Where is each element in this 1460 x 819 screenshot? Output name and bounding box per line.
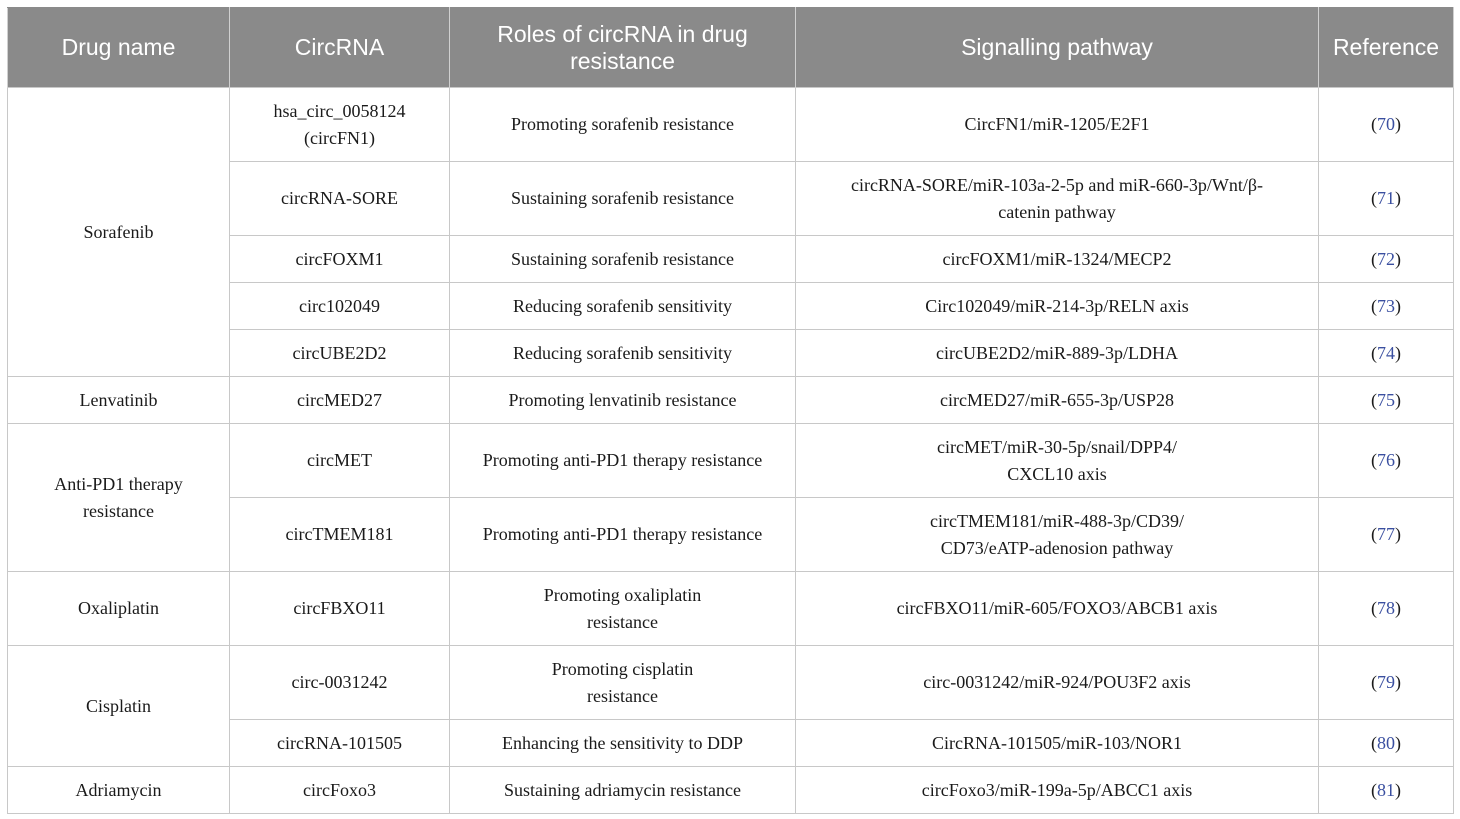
reference-link[interactable]: 77	[1377, 524, 1395, 544]
reference-link[interactable]: 75	[1377, 389, 1395, 410]
circrna-cell: circMET	[229, 423, 450, 498]
reference-link[interactable]: 81	[1377, 779, 1395, 800]
pathway-cell: circRNA-SORE/miR-103a-2-5p and miR-660-3…	[795, 161, 1319, 236]
role-cell: Promoting anti-PD1 therapy resistance	[449, 423, 796, 498]
role-cell: Sustaining sorafenib resistance	[449, 161, 796, 236]
pathway-cell: circMET/miR-30-5p/snail/DPP4/ CXCL10 axi…	[795, 423, 1319, 498]
reference-link[interactable]: 80	[1377, 732, 1395, 753]
drug-name-cell: Sorafenib	[7, 87, 230, 377]
reference-link[interactable]: 74	[1377, 342, 1395, 363]
reference-cell: (70)	[1318, 87, 1454, 162]
header-roles: Roles of circRNA in drug resistance	[449, 7, 796, 88]
drug-name-cell: Lenvatinib	[7, 376, 230, 424]
role-cell: Promoting cisplatin resistance	[449, 645, 796, 720]
circrna-cell: circTMEM181	[229, 497, 450, 572]
table-row: circUBE2D2 Reducing sorafenib sensitivit…	[8, 329, 1454, 377]
reference-link[interactable]: 71	[1377, 188, 1395, 208]
circrna-cell: circFOXM1	[229, 235, 450, 283]
pathway-cell: circUBE2D2/miR-889-3p/LDHA	[795, 329, 1319, 377]
reference-cell: (77)	[1318, 497, 1454, 572]
circrna-cell: circMED27	[229, 376, 450, 424]
reference-cell: (79)	[1318, 645, 1454, 720]
role-cell: Sustaining sorafenib resistance	[449, 235, 796, 283]
header-drug-name: Drug name	[7, 7, 230, 88]
circrna-cell: circ-0031242	[229, 645, 450, 720]
reference-cell: (76)	[1318, 423, 1454, 498]
header-signalling-pathway: Signalling pathway	[795, 7, 1319, 88]
circrna-cell: circRNA-101505	[229, 719, 450, 767]
table-row: circTMEM181 Promoting anti-PD1 therapy r…	[8, 497, 1454, 572]
reference-link[interactable]: 78	[1377, 598, 1395, 618]
pathway-cell: circFBXO11/miR-605/FOXO3/ABCB1 axis	[795, 571, 1319, 646]
reference-link[interactable]: 72	[1377, 248, 1395, 269]
drug-name-cell: Adriamycin	[7, 766, 230, 814]
circrna-cell: hsa_circ_0058124 (circFN1)	[229, 87, 450, 162]
table-row: Lenvatinib circMED27 Promoting lenvatini…	[7, 376, 1454, 424]
role-cell: Enhancing the sensitivity to DDP	[449, 719, 796, 767]
circrna-cell: circFoxo3	[229, 766, 450, 814]
pathway-cell: Circ102049/miR-214-3p/RELN axis	[795, 282, 1319, 330]
table-row: Cisplatin circ-0031242 Promoting cisplat…	[7, 645, 1454, 767]
reference-link[interactable]: 73	[1377, 295, 1395, 316]
header-circrna: CircRNA	[229, 7, 450, 88]
role-cell: Reducing sorafenib sensitivity	[449, 329, 796, 377]
pathway-cell: CircRNA-101505/miR-103/NOR1	[795, 719, 1319, 767]
reference-cell: (75)	[1318, 376, 1454, 424]
table-row: circ102049 Reducing sorafenib sensitivit…	[8, 282, 1454, 330]
table-row: Oxaliplatin circFBXO11 Promoting oxalipl…	[7, 571, 1454, 646]
reference-cell: (71)	[1318, 161, 1454, 236]
table-row: Anti-PD1 therapy resistance circMET Prom…	[7, 423, 1454, 572]
role-cell: Reducing sorafenib sensitivity	[449, 282, 796, 330]
reference-cell: (80)	[1318, 719, 1454, 767]
header-reference: Reference	[1318, 7, 1454, 88]
pathway-cell: circMED27/miR-655-3p/USP28	[795, 376, 1319, 424]
table-row: Adriamycin circFoxo3 Sustaining adriamyc…	[7, 766, 1454, 814]
pathway-cell: circFOXM1/miR-1324/MECP2	[795, 235, 1319, 283]
table-row: Sorafenib hsa_circ_0058124 (circFN1) Pro…	[7, 87, 1454, 377]
role-cell: Promoting anti-PD1 therapy resistance	[449, 497, 796, 572]
drug-resistance-table: Drug name CircRNA Roles of circRNA in dr…	[7, 7, 1454, 814]
circrna-cell: circRNA-SORE	[229, 161, 450, 236]
role-cell: Promoting sorafenib resistance	[449, 87, 796, 162]
reference-cell: (73)	[1318, 282, 1454, 330]
drug-name-cell: Anti-PD1 therapy resistance	[7, 423, 230, 572]
pathway-cell: circ-0031242/miR-924/POU3F2 axis	[795, 645, 1319, 720]
reference-link[interactable]: 76	[1377, 450, 1395, 470]
header-row: Drug name CircRNA Roles of circRNA in dr…	[7, 7, 1454, 88]
reference-link[interactable]: 79	[1377, 672, 1395, 692]
pathway-cell: circTMEM181/miR-488-3p/CD39/ CD73/eATP-a…	[795, 497, 1319, 572]
drug-name-cell: Oxaliplatin	[7, 571, 230, 646]
table-row: circRNA-101505 Enhancing the sensitivity…	[8, 719, 1454, 767]
pathway-cell: circFoxo3/miR-199a-5p/ABCC1 axis	[795, 766, 1319, 814]
reference-cell: (78)	[1318, 571, 1454, 646]
role-cell: Promoting oxaliplatin resistance	[449, 571, 796, 646]
reference-cell: (81)	[1318, 766, 1454, 814]
reference-link[interactable]: 70	[1377, 114, 1395, 134]
drug-name-cell: Cisplatin	[7, 645, 230, 767]
circrna-cell: circFBXO11	[229, 571, 450, 646]
reference-cell: (74)	[1318, 329, 1454, 377]
table-row: circFOXM1 Sustaining sorafenib resistanc…	[8, 235, 1454, 283]
circrna-cell: circUBE2D2	[229, 329, 450, 377]
circrna-cell: circ102049	[229, 282, 450, 330]
role-cell: Promoting lenvatinib resistance	[449, 376, 796, 424]
reference-cell: (72)	[1318, 235, 1454, 283]
pathway-cell: CircFN1/miR-1205/E2F1	[795, 87, 1319, 162]
table-row: circRNA-SORE Sustaining sorafenib resist…	[8, 161, 1454, 236]
role-cell: Sustaining adriamycin resistance	[449, 766, 796, 814]
